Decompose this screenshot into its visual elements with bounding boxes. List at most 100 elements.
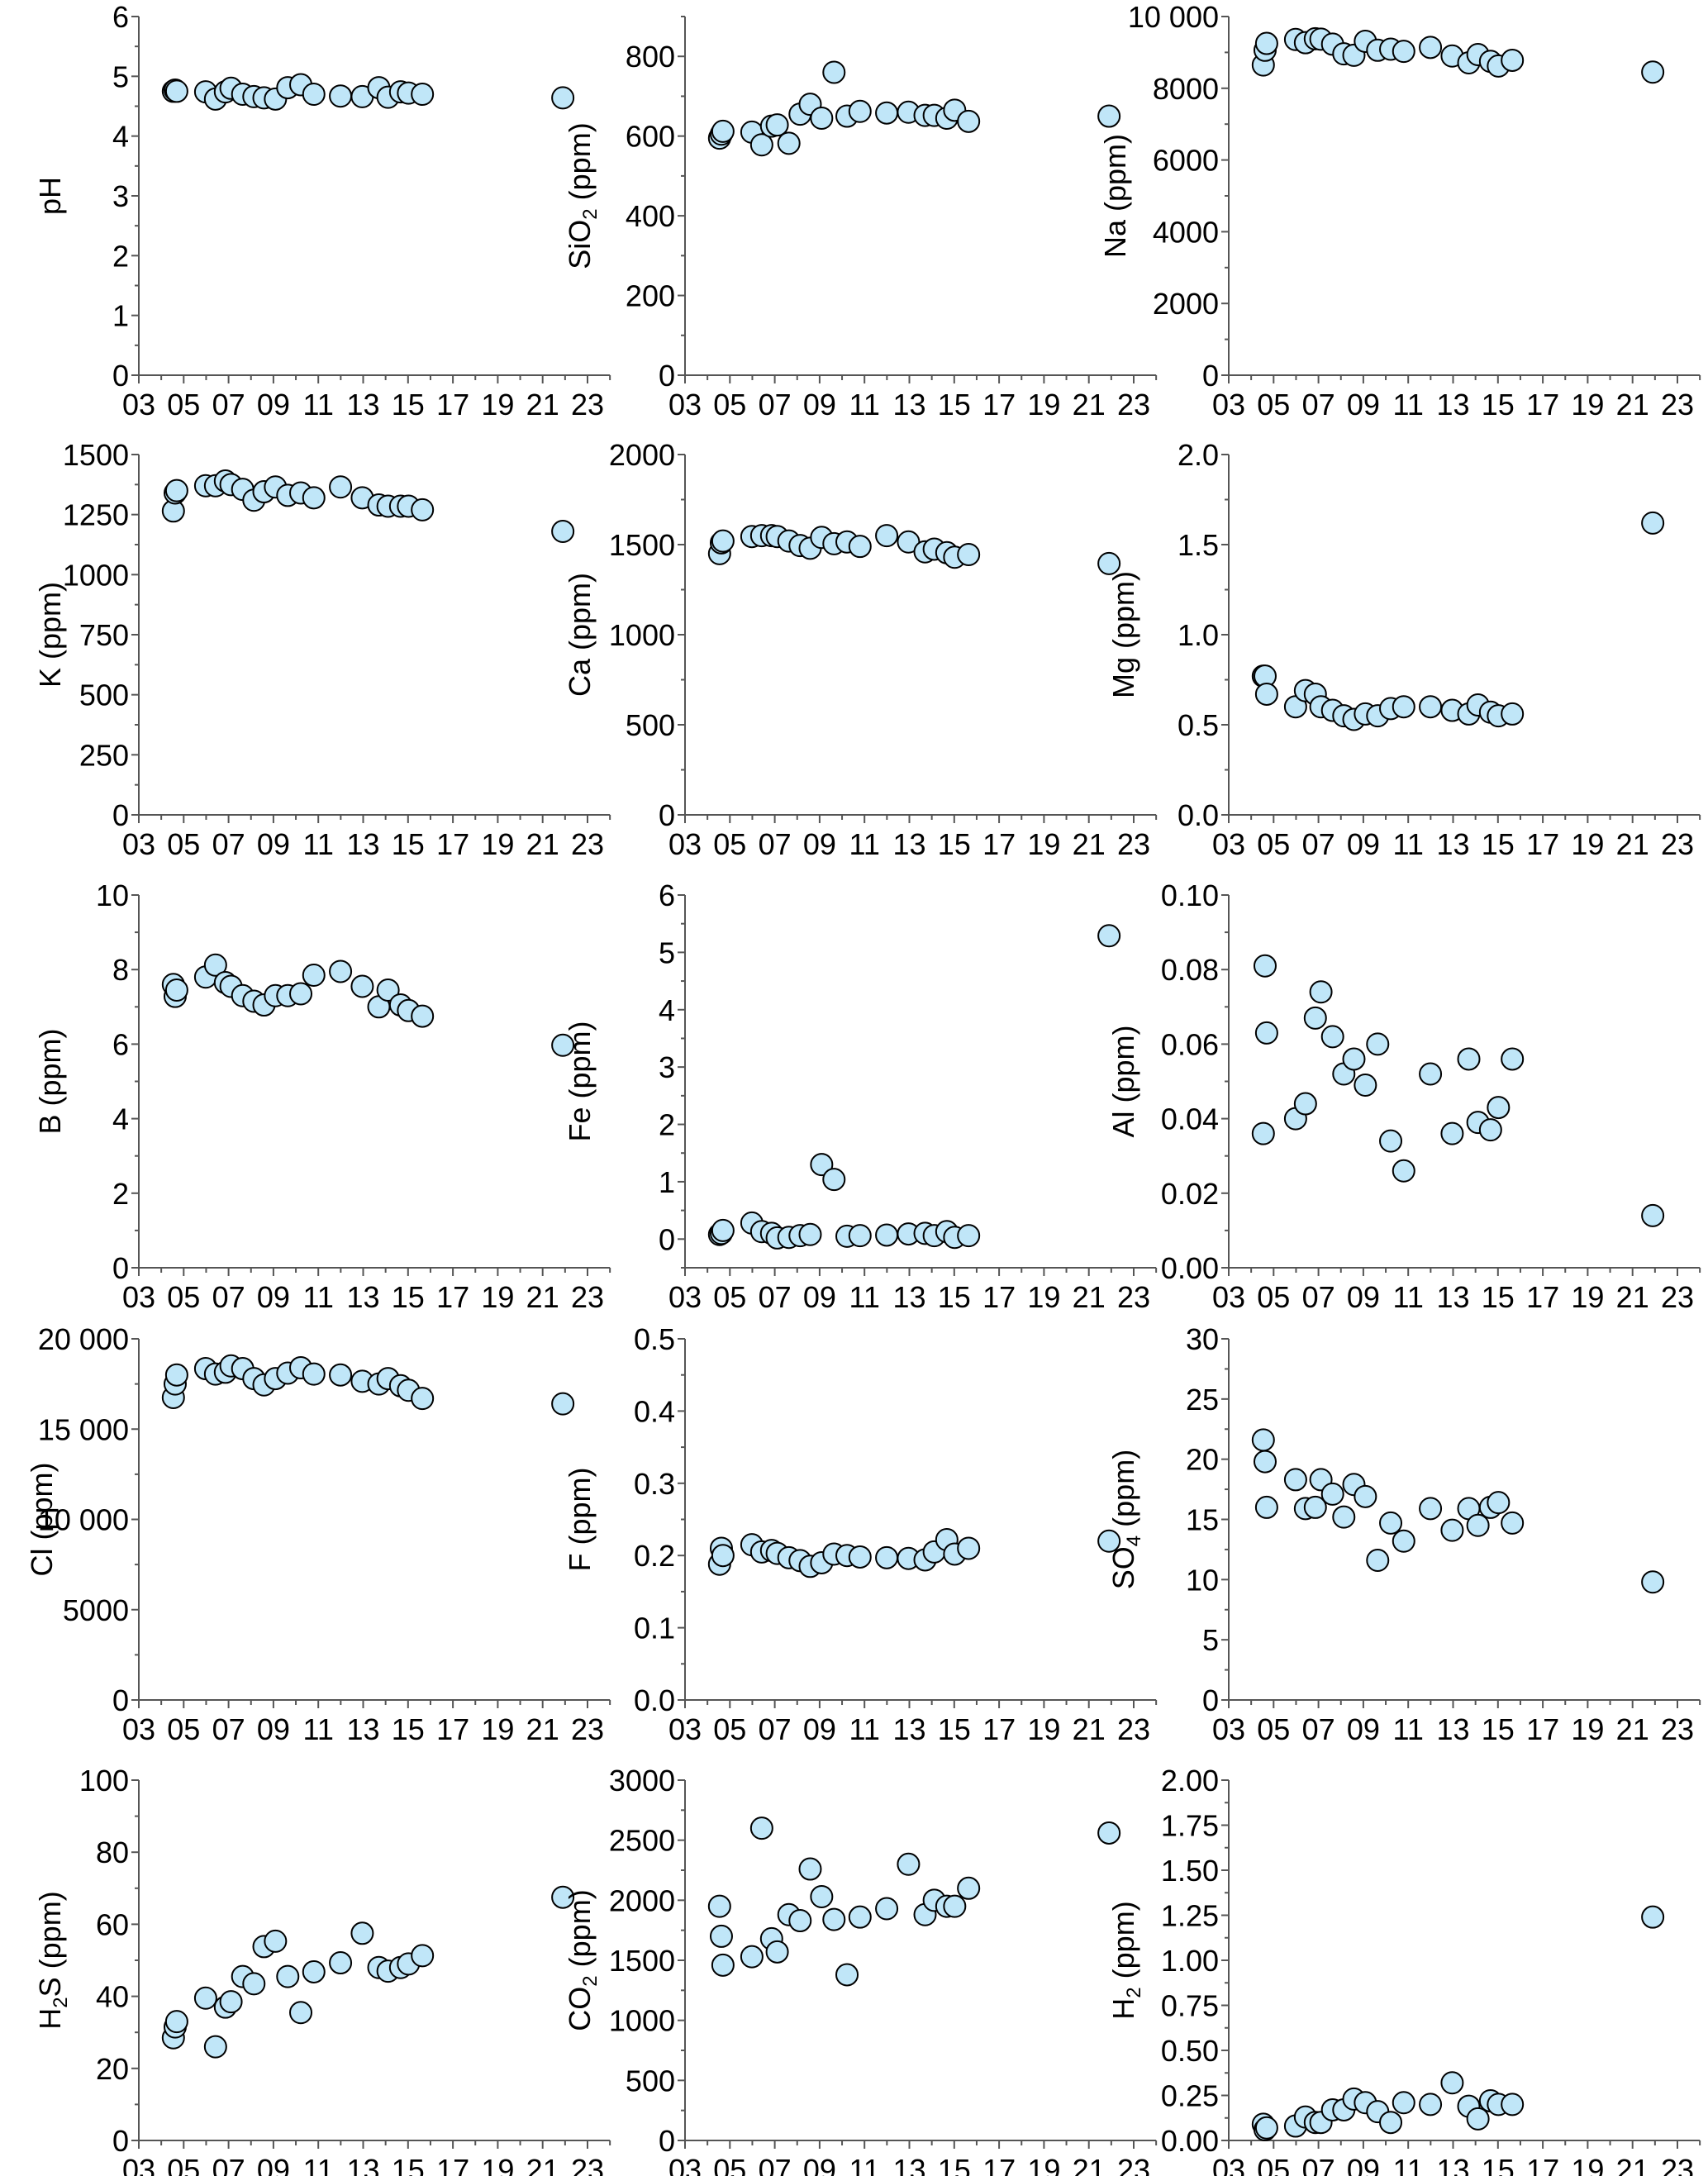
data-point bbox=[1419, 2093, 1443, 2116]
x-tick-label: 15 bbox=[938, 2153, 971, 2176]
x-tick-label: 23 bbox=[1661, 827, 1694, 861]
data-point bbox=[411, 1004, 435, 1028]
y-tick-label: 10 000 bbox=[1128, 0, 1219, 34]
x-tick-label: 15 bbox=[392, 2153, 425, 2176]
x-tick-label: 05 bbox=[1257, 388, 1290, 421]
x-tick-label: 17 bbox=[436, 388, 469, 421]
x-tick-label: 19 bbox=[1027, 2153, 1060, 2176]
y-axis-title: H2S (ppm) bbox=[33, 1891, 72, 2029]
x-tick-label: 17 bbox=[436, 2153, 469, 2176]
x-tick-label: 19 bbox=[481, 2153, 514, 2176]
y-tick-label: 1.50 bbox=[1161, 1854, 1219, 1888]
data-point bbox=[1501, 48, 1525, 72]
x-tick-label: 19 bbox=[1571, 1280, 1604, 1314]
data-point bbox=[1392, 1529, 1415, 1553]
data-point bbox=[1487, 1491, 1511, 1515]
x-tick-label: 17 bbox=[982, 1280, 1016, 1314]
data-point bbox=[1392, 1159, 1415, 1183]
x-tick-label: 11 bbox=[849, 2153, 880, 2176]
data-point bbox=[1332, 1505, 1356, 1529]
x-tick-label: 23 bbox=[1117, 388, 1150, 421]
data-point bbox=[1354, 1484, 1377, 1508]
x-tick-label: 03 bbox=[668, 827, 702, 861]
y-axis-title: pH bbox=[33, 177, 67, 215]
data-point bbox=[875, 101, 899, 125]
data-point bbox=[1253, 954, 1277, 978]
x-tick-label: 07 bbox=[1302, 827, 1335, 861]
data-point bbox=[1253, 1450, 1277, 1474]
data-point bbox=[943, 1894, 967, 1918]
x-tick-label: 15 bbox=[1482, 1712, 1515, 1746]
data-point bbox=[810, 106, 834, 130]
x-tick-label: 07 bbox=[759, 1280, 792, 1314]
data-point bbox=[711, 529, 735, 553]
y-tick-label: 0 bbox=[112, 1251, 129, 1285]
x-tick-label: 03 bbox=[1212, 2153, 1245, 2176]
x-tick-label: 13 bbox=[346, 388, 379, 421]
x-tick-label: 03 bbox=[668, 1280, 702, 1314]
x-tick-label: 07 bbox=[212, 827, 245, 861]
x-tick-label: 19 bbox=[1571, 827, 1604, 861]
data-point bbox=[1440, 1121, 1464, 1145]
x-tick-label: 11 bbox=[849, 1712, 880, 1746]
data-point bbox=[376, 978, 400, 1002]
y-tick-label: 80 bbox=[96, 1836, 129, 1869]
data-point bbox=[1303, 1495, 1327, 1519]
y-tick-label: 100 bbox=[79, 1764, 129, 1797]
y-tick-label: 10 bbox=[96, 878, 129, 912]
x-tick-label: 13 bbox=[892, 1712, 925, 1746]
y-tick-label: 0.3 bbox=[634, 1467, 675, 1501]
x-tick-label: 21 bbox=[1073, 827, 1106, 861]
data-point bbox=[1419, 695, 1443, 719]
data-point bbox=[1309, 980, 1333, 1004]
x-tick-label: 19 bbox=[481, 827, 514, 861]
data-point bbox=[1641, 1570, 1665, 1594]
data-point bbox=[848, 1905, 872, 1929]
y-tick-label: 0 bbox=[112, 359, 129, 393]
data-point bbox=[164, 479, 188, 502]
x-tick-label: 05 bbox=[167, 2153, 200, 2176]
data-point bbox=[1641, 1203, 1665, 1227]
y-tick-label: 0 bbox=[659, 798, 675, 832]
y-tick-label: 20 bbox=[96, 2052, 129, 2086]
data-point bbox=[822, 60, 846, 84]
data-point bbox=[329, 959, 353, 983]
data-point bbox=[1641, 511, 1665, 535]
y-tick-label: 2000 bbox=[609, 438, 675, 472]
y-tick-label: 0.1 bbox=[634, 1612, 675, 1645]
data-point bbox=[957, 1876, 981, 1900]
data-point bbox=[329, 84, 353, 108]
x-tick-label: 11 bbox=[1393, 1712, 1424, 1746]
y-tick-label: 8000 bbox=[1153, 72, 1219, 106]
x-tick-label: 09 bbox=[1347, 1712, 1380, 1746]
y-tick-label: 8 bbox=[112, 953, 129, 987]
data-point bbox=[709, 1924, 733, 1948]
data-point bbox=[203, 2035, 227, 2059]
x-tick-label: 11 bbox=[849, 827, 880, 861]
x-tick-label: 23 bbox=[571, 2153, 604, 2176]
y-axis-title: K (ppm) bbox=[33, 582, 67, 688]
data-point bbox=[1641, 60, 1665, 84]
y-tick-label: 4000 bbox=[1153, 215, 1219, 249]
y-tick-label: 1 bbox=[659, 1165, 675, 1199]
data-point bbox=[1097, 104, 1121, 128]
y-tick-label: 1.0 bbox=[1178, 618, 1219, 652]
y-tick-label: 0 bbox=[112, 1683, 129, 1717]
y-tick-label: 0.5 bbox=[634, 1322, 675, 1356]
x-tick-label: 15 bbox=[938, 1712, 971, 1746]
data-point bbox=[1379, 1129, 1403, 1153]
x-tick-label: 17 bbox=[982, 827, 1016, 861]
x-tick-label: 09 bbox=[803, 827, 836, 861]
data-point bbox=[848, 535, 872, 559]
x-tick-label: 13 bbox=[892, 827, 925, 861]
x-tick-label: 15 bbox=[938, 388, 971, 421]
x-tick-label: 07 bbox=[759, 2153, 792, 2176]
y-tick-label: 500 bbox=[626, 2064, 675, 2097]
x-tick-label: 05 bbox=[1257, 1712, 1290, 1746]
x-tick-label: 19 bbox=[481, 388, 514, 421]
x-tick-label: 13 bbox=[892, 388, 925, 421]
x-tick-label: 05 bbox=[167, 388, 200, 421]
data-point bbox=[1366, 1032, 1390, 1056]
y-tick-label: 5 bbox=[659, 936, 675, 969]
data-point bbox=[848, 1545, 872, 1569]
